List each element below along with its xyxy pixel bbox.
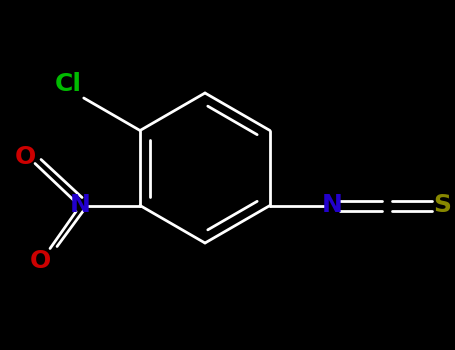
Text: O: O	[30, 248, 51, 273]
Text: Cl: Cl	[55, 72, 82, 96]
Text: S: S	[433, 194, 451, 217]
Text: N: N	[70, 194, 91, 217]
Text: O: O	[15, 146, 35, 169]
Text: N: N	[322, 194, 343, 217]
